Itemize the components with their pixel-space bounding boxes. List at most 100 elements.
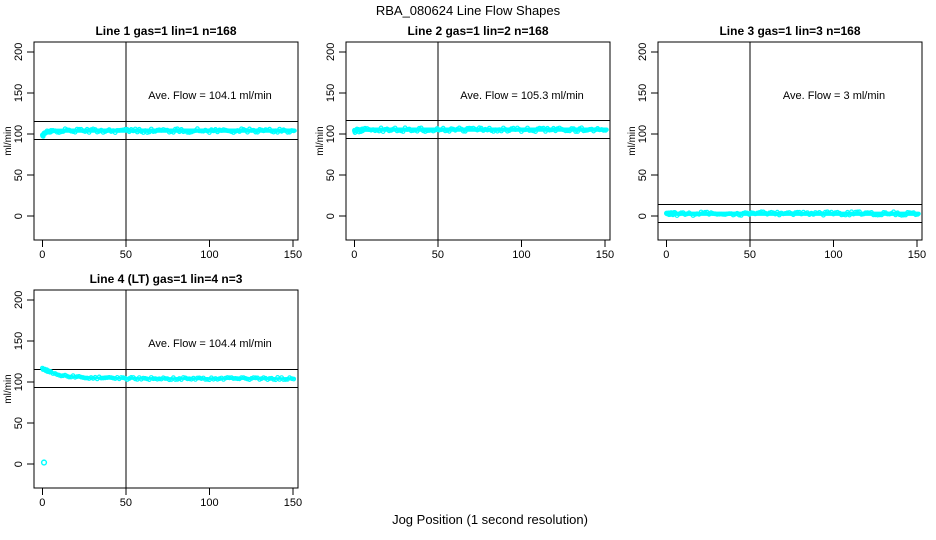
data-point: [539, 126, 544, 131]
x-tick-label: 150: [284, 249, 302, 261]
data-point: [150, 129, 156, 135]
data-point: [172, 126, 178, 132]
data-point: [249, 127, 254, 133]
x-tick-label: 0: [351, 249, 357, 261]
panel4-ave-flow-annotation: Ave. Flow = 104.4 ml/min: [148, 338, 272, 350]
y-tick-label: 100: [13, 373, 25, 391]
data-point: [841, 212, 846, 218]
data-point: [748, 210, 754, 216]
data-point: [909, 210, 914, 216]
data-point: [742, 210, 748, 216]
data-point: [291, 128, 297, 134]
data-point: [736, 212, 742, 218]
outlier-point: [40, 459, 48, 466]
data-point: [58, 129, 64, 135]
x-tick-label: 100: [824, 249, 842, 261]
y-tick-label: 100: [13, 125, 25, 143]
x-axis-label: Jog Position (1 second resolution): [392, 512, 588, 527]
panel2-ave-flow-annotation: Ave. Flow = 105.3 ml/min: [460, 90, 584, 102]
data-point: [172, 377, 178, 382]
data-point: [847, 212, 852, 218]
data-point: [68, 128, 74, 134]
panel3-title: Line 3 gas=1 lin=3 n=168: [719, 24, 860, 38]
y-axis-label: ml/min: [3, 126, 14, 155]
y-tick-label: 200: [13, 43, 25, 61]
y-tick-label: 100: [325, 125, 337, 143]
data-point: [128, 375, 134, 380]
data-point: [678, 210, 684, 216]
data-point: [170, 129, 176, 135]
data-point: [565, 128, 570, 134]
data-point: [877, 212, 882, 218]
x-tick-label: 150: [908, 249, 926, 261]
data-point: [726, 211, 732, 217]
y-tick-label: 150: [325, 84, 337, 102]
data-point: [547, 127, 552, 133]
y-tick-label: 150: [13, 332, 25, 350]
y-tick-label: 0: [637, 213, 649, 219]
data-point: [166, 377, 172, 383]
data-point: [285, 129, 291, 135]
y-tick-label: 0: [13, 213, 25, 219]
data-point: [253, 129, 259, 135]
data-point: [156, 376, 162, 382]
x-tick-label: 0: [39, 249, 45, 261]
data-point: [289, 376, 295, 382]
x-tick-label: 100: [200, 249, 218, 261]
data-point: [758, 209, 764, 215]
data-point: [235, 376, 240, 382]
data-point: [400, 129, 406, 134]
data-point: [569, 126, 574, 131]
x-tick-label: 150: [284, 497, 302, 509]
data-point: [521, 127, 526, 133]
y-tick-label: 50: [13, 417, 25, 429]
x-tick-label: 0: [663, 249, 669, 261]
data-point: [476, 125, 482, 131]
data-point: [66, 374, 72, 380]
x-tick-label: 100: [200, 497, 218, 509]
figure-title: RBA_080624 Line Flow Shapes: [376, 3, 561, 18]
panel2-title: Line 2 gas=1 lin=2 n=168: [407, 24, 548, 38]
y-axis-label: ml/min: [3, 374, 14, 403]
data-point: [90, 126, 96, 132]
data-point: [64, 127, 70, 133]
data-point: [859, 211, 864, 217]
data-point: [587, 126, 592, 132]
data-point: [204, 377, 210, 382]
y-tick-label: 0: [13, 461, 25, 467]
y-tick-label: 100: [637, 125, 649, 143]
data-point: [795, 209, 800, 215]
y-tick-label: 200: [637, 43, 649, 61]
data-point: [253, 375, 259, 381]
data-point: [289, 128, 295, 133]
x-tick-label: 100: [512, 249, 530, 261]
x-tick-label: 150: [596, 249, 614, 261]
data-point: [881, 209, 886, 215]
data-point: [162, 127, 168, 133]
plot-box: [657, 41, 923, 241]
data-point: [225, 128, 230, 134]
plot-layer: 0 50 100 150 200 0 50 100 150 ml/min 0 50 100 150 200 0…: [3, 41, 926, 509]
data-point: [583, 128, 588, 133]
data-point: [386, 128, 392, 134]
y-tick-label: 50: [325, 169, 337, 181]
x-tick-label: 50: [120, 249, 132, 261]
panel1-title: Line 1 gas=1 lin=1 n=168: [95, 24, 236, 38]
x-tick-label: 50: [744, 249, 756, 261]
data-point: [180, 375, 186, 380]
data-point: [460, 128, 466, 134]
data-point: [913, 212, 919, 218]
y-tick-label: 200: [325, 43, 337, 61]
data-point: [601, 127, 607, 133]
data-point: [378, 125, 384, 131]
y-axis-label: ml/min: [315, 126, 326, 155]
x-tick-label: 50: [120, 497, 132, 509]
y-axis-label: ml/min: [627, 126, 638, 155]
x-tick-label: 0: [39, 497, 45, 509]
data-point: [672, 210, 678, 215]
plot-box: [345, 41, 611, 241]
y-tick-label: 50: [13, 169, 25, 181]
panel4-title: Line 4 (LT) gas=1 lin=4 n=3: [90, 272, 243, 286]
panel1-ave-flow-annotation: Ave. Flow = 104.1 ml/min: [148, 90, 272, 102]
